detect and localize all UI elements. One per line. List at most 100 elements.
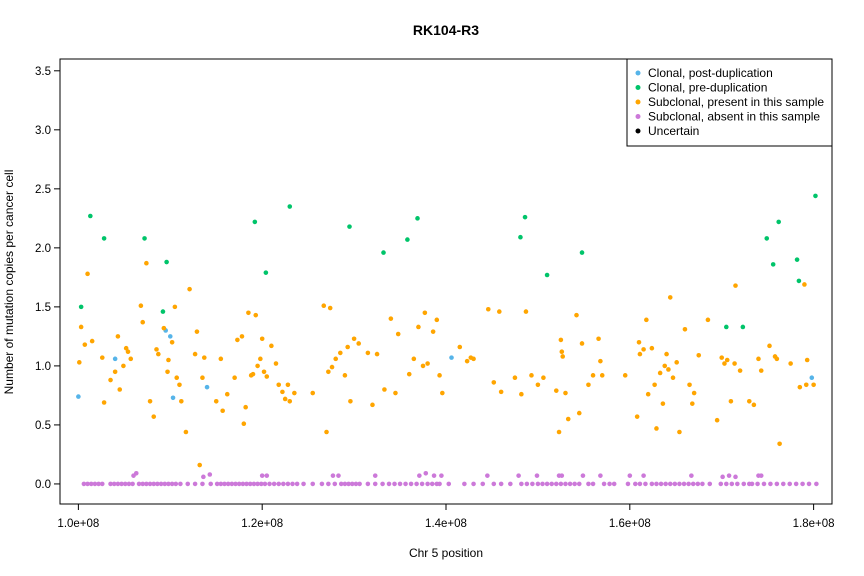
data-point-series-3 <box>372 481 378 487</box>
data-point-series-3 <box>508 481 513 487</box>
data-point-series-2 <box>696 352 702 358</box>
data-point-series-2 <box>777 441 782 447</box>
data-point-series-3 <box>301 481 306 487</box>
data-point-series-3 <box>408 481 414 487</box>
data-point-series-2 <box>174 375 180 381</box>
y-tick-label: 1.5 <box>35 302 51 314</box>
data-point-series-1 <box>579 250 585 255</box>
legend-label: Subclonal, absent in this sample <box>648 110 820 124</box>
data-point-series-3 <box>336 473 341 478</box>
data-point-series-3 <box>218 481 224 487</box>
y-tick-label: 3.5 <box>35 66 51 78</box>
data-point-series-3 <box>625 481 631 487</box>
data-point-series-2 <box>232 375 237 381</box>
data-point-series-2 <box>147 399 153 404</box>
data-point-series-3 <box>667 481 673 487</box>
data-point-series-2 <box>654 426 659 431</box>
data-point-series-2 <box>187 286 192 292</box>
data-point-series-2 <box>269 343 274 349</box>
legend-label: Subclonal, present in this sample <box>648 95 824 109</box>
data-point-series-2 <box>641 347 646 352</box>
data-point-series-2 <box>802 282 807 287</box>
data-point-series-3 <box>780 481 786 487</box>
data-point-series-2 <box>535 382 541 388</box>
data-point-series-2 <box>197 462 202 468</box>
data-point-series-1 <box>287 204 293 209</box>
data-point-series-2 <box>121 363 126 369</box>
data-point-series-2 <box>243 404 248 410</box>
data-point-series-3 <box>133 471 139 476</box>
data-point-series-3 <box>236 481 242 487</box>
data-point-series-2 <box>213 399 219 404</box>
data-point-series-3 <box>787 481 793 487</box>
data-point-series-2 <box>732 361 737 366</box>
data-point-series-1 <box>347 224 352 229</box>
data-point-series-2 <box>674 360 679 365</box>
data-point-series-3 <box>749 481 755 487</box>
data-point-series-3 <box>229 481 235 487</box>
y-tick-label: 1.0 <box>35 361 51 373</box>
data-point-series-2 <box>471 356 476 362</box>
data-point-series-2 <box>803 382 809 388</box>
data-point-series-2 <box>579 341 585 346</box>
data-point-series-3 <box>567 481 573 487</box>
data-point-series-3 <box>480 481 486 487</box>
data-point-series-3 <box>294 481 300 487</box>
data-point-series-3 <box>290 481 295 487</box>
data-point-series-0 <box>76 394 81 399</box>
data-point-series-2 <box>388 316 394 321</box>
data-point-series-2 <box>241 421 247 427</box>
data-point-series-2 <box>89 338 95 344</box>
data-point-series-1 <box>544 272 550 278</box>
data-point-series-3 <box>534 473 540 478</box>
data-point-series-3 <box>357 481 362 487</box>
data-point-series-2 <box>365 350 371 356</box>
data-point-series-1 <box>381 250 386 255</box>
data-point-series-2 <box>117 387 123 392</box>
data-point-series-2 <box>724 357 730 363</box>
data-point-series-3 <box>729 481 735 487</box>
data-point-series-3 <box>462 481 467 487</box>
x-tick-label: 1.4e+08 <box>425 518 467 530</box>
data-point-series-2 <box>115 334 121 339</box>
data-point-series-2 <box>235 337 240 343</box>
data-point-series-2 <box>156 351 161 357</box>
data-point-series-2 <box>682 327 688 332</box>
data-point-series-3 <box>285 481 291 487</box>
data-point-series-2 <box>395 331 401 337</box>
data-point-series-2 <box>733 283 738 288</box>
data-point-series-3 <box>403 481 408 487</box>
data-point-series-3 <box>601 481 607 487</box>
data-point-series-3 <box>414 481 419 487</box>
y-tick-label: 0.0 <box>35 479 51 491</box>
data-point-series-3 <box>726 473 732 478</box>
data-point-series-2 <box>200 375 205 381</box>
data-point-series-2 <box>411 356 417 362</box>
data-point-series-3 <box>319 481 325 487</box>
data-point-series-2 <box>282 396 288 402</box>
data-point-series-2 <box>667 295 673 300</box>
data-point-series-3 <box>439 473 444 478</box>
data-point-series-2 <box>541 375 546 381</box>
data-point-series-3 <box>643 481 648 487</box>
data-point-series-2 <box>172 304 178 310</box>
data-point-series-2 <box>774 356 780 362</box>
data-point-series-3 <box>755 481 760 487</box>
data-point-series-2 <box>485 306 491 312</box>
data-point-series-2 <box>321 303 327 308</box>
data-point-series-2 <box>123 345 129 351</box>
x-tick-label: 1.6e+08 <box>609 518 651 530</box>
data-point-series-3 <box>707 481 713 487</box>
data-point-series-3 <box>611 481 617 487</box>
data-point-series-3 <box>423 471 429 476</box>
data-point-series-3 <box>140 481 146 487</box>
data-point-series-2 <box>590 373 596 378</box>
data-point-series-3 <box>380 481 385 487</box>
data-point-series-2 <box>758 368 764 373</box>
data-point-series-2 <box>138 303 144 308</box>
data-point-series-2 <box>565 416 571 422</box>
legend-label: Clonal, post-duplication <box>648 66 773 80</box>
data-point-series-2 <box>374 351 380 357</box>
data-point-series-3 <box>768 481 773 487</box>
data-point-series-3 <box>397 481 403 487</box>
